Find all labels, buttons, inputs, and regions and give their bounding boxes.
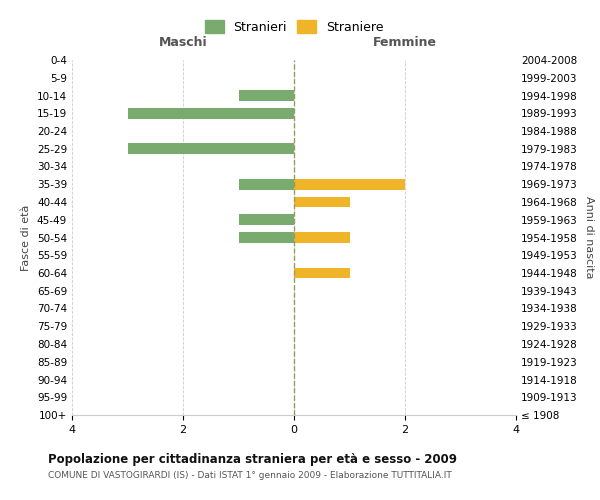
Y-axis label: Anni di nascita: Anni di nascita [584, 196, 594, 279]
Bar [239, 179, 294, 190]
Text: COMUNE DI VASTOGIRARDI (IS) - Dati ISTAT 1° gennaio 2009 - Elaborazione TUTTITAL: COMUNE DI VASTOGIRARDI (IS) - Dati ISTAT… [48, 470, 452, 480]
Text: Femmine: Femmine [373, 36, 437, 50]
Text: Maschi: Maschi [158, 36, 208, 50]
Bar [294, 196, 349, 207]
Bar [239, 232, 294, 243]
Legend: Stranieri, Straniere: Stranieri, Straniere [205, 20, 383, 34]
Y-axis label: Fasce di età: Fasce di età [22, 204, 31, 270]
Bar [294, 268, 349, 278]
Bar [294, 232, 349, 243]
Bar [294, 179, 405, 190]
Bar [128, 108, 294, 118]
Bar [128, 144, 294, 154]
Bar [239, 90, 294, 101]
Bar [239, 214, 294, 225]
Text: Popolazione per cittadinanza straniera per età e sesso - 2009: Popolazione per cittadinanza straniera p… [48, 452, 457, 466]
